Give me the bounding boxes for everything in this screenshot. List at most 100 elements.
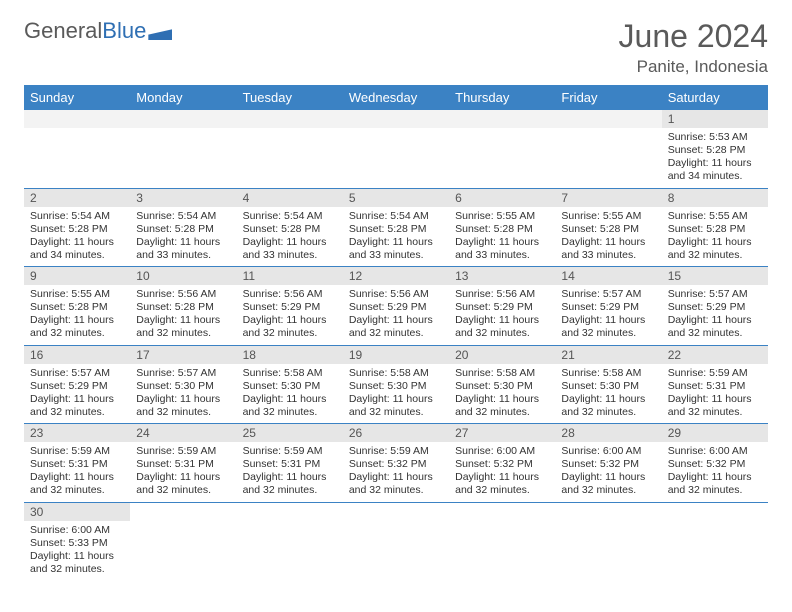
day-number: 23 — [24, 424, 130, 442]
calendar-day-cell: 20Sunrise: 5:58 AMSunset: 5:30 PMDayligh… — [449, 345, 555, 424]
sunset-text: Sunset: 5:28 PM — [30, 223, 124, 236]
day-number: 14 — [555, 267, 661, 285]
daylight-text: Daylight: 11 hours — [243, 236, 337, 249]
sunrise-text: Sunrise: 5:59 AM — [136, 445, 230, 458]
calendar-day-cell — [237, 110, 343, 188]
title-block: June 2024 Panite, Indonesia — [619, 18, 768, 77]
brand-logo: GeneralBlue — [24, 18, 172, 44]
calendar-day-cell — [237, 502, 343, 580]
sunrise-text: Sunrise: 5:58 AM — [455, 367, 549, 380]
daylight-text: Daylight: 11 hours — [668, 471, 762, 484]
sunset-text: Sunset: 5:32 PM — [668, 458, 762, 471]
day-detail: Sunrise: 5:58 AMSunset: 5:30 PMDaylight:… — [237, 364, 343, 424]
day-number: 10 — [130, 267, 236, 285]
daylight-text: and 32 minutes. — [349, 484, 443, 497]
daylight-text: Daylight: 11 hours — [243, 314, 337, 327]
weekday-header: Monday — [130, 85, 236, 110]
brand-part1: General — [24, 18, 102, 44]
sunset-text: Sunset: 5:29 PM — [668, 301, 762, 314]
day-number: 8 — [662, 189, 768, 207]
sunset-text: Sunset: 5:32 PM — [561, 458, 655, 471]
calendar-day-cell: 19Sunrise: 5:58 AMSunset: 5:30 PMDayligh… — [343, 345, 449, 424]
daylight-text: and 32 minutes. — [668, 484, 762, 497]
empty-day-header — [24, 110, 130, 128]
day-number: 5 — [343, 189, 449, 207]
daylight-text: Daylight: 11 hours — [668, 236, 762, 249]
day-detail: Sunrise: 5:54 AMSunset: 5:28 PMDaylight:… — [343, 207, 449, 267]
sunrise-text: Sunrise: 5:57 AM — [30, 367, 124, 380]
flag-icon — [148, 22, 172, 40]
calendar-day-cell — [130, 502, 236, 580]
calendar-day-cell: 11Sunrise: 5:56 AMSunset: 5:29 PMDayligh… — [237, 267, 343, 346]
sunrise-text: Sunrise: 5:56 AM — [455, 288, 549, 301]
day-detail: Sunrise: 5:58 AMSunset: 5:30 PMDaylight:… — [555, 364, 661, 424]
sunrise-text: Sunrise: 5:56 AM — [349, 288, 443, 301]
sunrise-text: Sunrise: 5:53 AM — [668, 131, 762, 144]
sunset-text: Sunset: 5:29 PM — [561, 301, 655, 314]
day-number: 17 — [130, 346, 236, 364]
daylight-text: and 32 minutes. — [455, 327, 549, 340]
day-number: 15 — [662, 267, 768, 285]
calendar-week-row: 1Sunrise: 5:53 AMSunset: 5:28 PMDaylight… — [24, 110, 768, 188]
daylight-text: and 34 minutes. — [30, 249, 124, 262]
day-number: 18 — [237, 346, 343, 364]
day-detail: Sunrise: 5:56 AMSunset: 5:28 PMDaylight:… — [130, 285, 236, 345]
sunset-text: Sunset: 5:31 PM — [136, 458, 230, 471]
weekday-header-row: Sunday Monday Tuesday Wednesday Thursday… — [24, 85, 768, 110]
daylight-text: Daylight: 11 hours — [455, 236, 549, 249]
sunset-text: Sunset: 5:30 PM — [561, 380, 655, 393]
sunrise-text: Sunrise: 5:55 AM — [30, 288, 124, 301]
daylight-text: and 33 minutes. — [349, 249, 443, 262]
sunset-text: Sunset: 5:28 PM — [136, 301, 230, 314]
daylight-text: and 32 minutes. — [349, 327, 443, 340]
day-detail: Sunrise: 5:58 AMSunset: 5:30 PMDaylight:… — [449, 364, 555, 424]
daylight-text: and 32 minutes. — [349, 406, 443, 419]
empty-day-header — [343, 110, 449, 128]
day-detail: Sunrise: 5:57 AMSunset: 5:29 PMDaylight:… — [555, 285, 661, 345]
daylight-text: Daylight: 11 hours — [349, 314, 443, 327]
sunrise-text: Sunrise: 6:00 AM — [30, 524, 124, 537]
calendar-day-cell — [662, 502, 768, 580]
daylight-text: and 32 minutes. — [30, 484, 124, 497]
daylight-text: Daylight: 11 hours — [561, 393, 655, 406]
calendar-table: Sunday Monday Tuesday Wednesday Thursday… — [24, 85, 768, 580]
day-detail: Sunrise: 5:55 AMSunset: 5:28 PMDaylight:… — [555, 207, 661, 267]
day-number: 22 — [662, 346, 768, 364]
calendar-week-row: 9Sunrise: 5:55 AMSunset: 5:28 PMDaylight… — [24, 267, 768, 346]
sunrise-text: Sunrise: 5:57 AM — [668, 288, 762, 301]
day-detail: Sunrise: 5:57 AMSunset: 5:29 PMDaylight:… — [24, 364, 130, 424]
sunrise-text: Sunrise: 6:00 AM — [455, 445, 549, 458]
day-number: 16 — [24, 346, 130, 364]
daylight-text: Daylight: 11 hours — [243, 471, 337, 484]
weekday-header: Sunday — [24, 85, 130, 110]
day-detail: Sunrise: 5:57 AMSunset: 5:30 PMDaylight:… — [130, 364, 236, 424]
sunset-text: Sunset: 5:32 PM — [349, 458, 443, 471]
daylight-text: Daylight: 11 hours — [30, 471, 124, 484]
daylight-text: and 32 minutes. — [561, 484, 655, 497]
daylight-text: Daylight: 11 hours — [243, 393, 337, 406]
daylight-text: Daylight: 11 hours — [455, 393, 549, 406]
location-subtitle: Panite, Indonesia — [619, 57, 768, 77]
calendar-day-cell: 3Sunrise: 5:54 AMSunset: 5:28 PMDaylight… — [130, 188, 236, 267]
day-detail: Sunrise: 5:55 AMSunset: 5:28 PMDaylight:… — [662, 207, 768, 267]
calendar-day-cell — [343, 502, 449, 580]
calendar-day-cell — [449, 110, 555, 188]
weekday-header: Friday — [555, 85, 661, 110]
sunset-text: Sunset: 5:28 PM — [668, 144, 762, 157]
sunrise-text: Sunrise: 5:58 AM — [243, 367, 337, 380]
sunset-text: Sunset: 5:28 PM — [30, 301, 124, 314]
calendar-day-cell: 2Sunrise: 5:54 AMSunset: 5:28 PMDaylight… — [24, 188, 130, 267]
day-number: 28 — [555, 424, 661, 442]
calendar-week-row: 30Sunrise: 6:00 AMSunset: 5:33 PMDayligh… — [24, 502, 768, 580]
sunrise-text: Sunrise: 5:56 AM — [136, 288, 230, 301]
sunset-text: Sunset: 5:28 PM — [455, 223, 549, 236]
daylight-text: Daylight: 11 hours — [30, 393, 124, 406]
calendar-day-cell: 6Sunrise: 5:55 AMSunset: 5:28 PMDaylight… — [449, 188, 555, 267]
day-detail: Sunrise: 5:54 AMSunset: 5:28 PMDaylight:… — [237, 207, 343, 267]
header: GeneralBlue June 2024 Panite, Indonesia — [24, 18, 768, 77]
daylight-text: Daylight: 11 hours — [561, 471, 655, 484]
empty-day-header — [555, 110, 661, 128]
daylight-text: and 32 minutes. — [136, 406, 230, 419]
sunrise-text: Sunrise: 5:58 AM — [561, 367, 655, 380]
sunset-text: Sunset: 5:30 PM — [349, 380, 443, 393]
